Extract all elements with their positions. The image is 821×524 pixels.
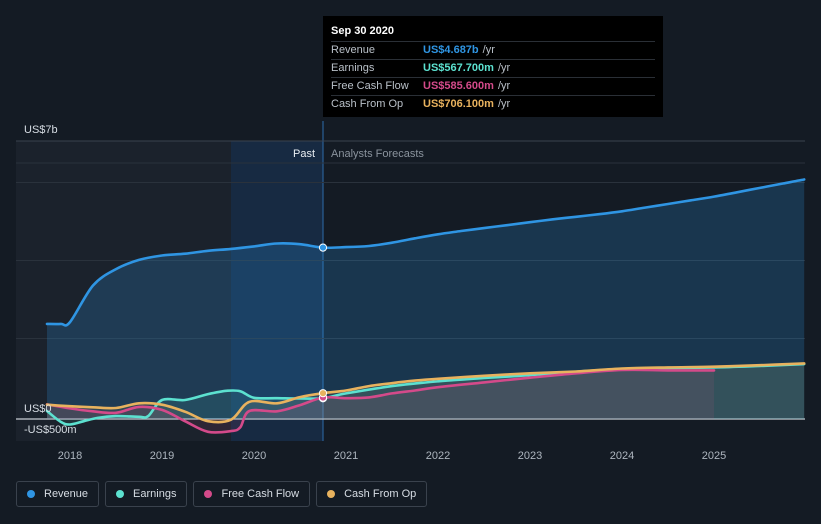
x-tick-label: 2023	[518, 450, 542, 462]
tooltip-row-free-cash-flow: Free Cash Flow US$585.600m /yr	[331, 78, 655, 96]
tooltip: Sep 30 2020 Revenue US$4.687b /yr Earnin…	[323, 16, 663, 117]
legend-item-revenue[interactable]: Revenue	[16, 481, 100, 507]
tooltip-value: US$585.600m	[423, 80, 494, 92]
tooltip-date: Sep 30 2020	[331, 24, 655, 42]
cash-from-op-area	[47, 363, 805, 423]
tooltip-value: US$706.100m	[423, 98, 494, 110]
legend: Revenue Earnings Free Cash Flow Cash Fro…	[16, 481, 428, 509]
tooltip-label: Free Cash Flow	[331, 80, 409, 92]
tooltip-row-cash-from-op: Cash From Op US$706.100m /yr	[331, 96, 655, 113]
legend-item-earnings[interactable]: Earnings	[105, 481, 188, 507]
x-tick-label: 2022	[426, 450, 450, 462]
hover-markers-layer	[318, 243, 328, 403]
x-tick-label: 2019	[150, 450, 174, 462]
x-tick-label: 2021	[334, 450, 358, 462]
legend-item-free-cash-flow[interactable]: Free Cash Flow	[193, 481, 311, 507]
x-tick-label: 2024	[610, 450, 634, 462]
legend-dot-icon	[27, 490, 35, 498]
y-tick-label: US$0	[24, 403, 52, 415]
tooltip-row-earnings: Earnings US$567.700m /yr	[331, 60, 655, 78]
x-tick-label: 2020	[242, 450, 266, 462]
x-tick-label: 2018	[58, 450, 82, 462]
legend-dot-icon	[116, 490, 125, 498]
legend-label: Revenue	[44, 488, 89, 500]
tooltip-unit: /yr	[482, 44, 495, 56]
revenue-area	[47, 179, 805, 419]
tooltip-unit: /yr	[497, 98, 511, 110]
free-cash-flow-line	[45, 368, 716, 434]
free-cash-flow-area	[47, 369, 714, 433]
legend-dot-icon	[204, 490, 213, 498]
axis-labels-layer: Past Analysts Forecasts US$7b US$0 -US$500…	[24, 124, 726, 462]
grid-layer	[16, 140, 805, 420]
tooltip-unit: /yr	[497, 80, 511, 92]
legend-dot-icon	[327, 490, 336, 498]
tooltip-value: US$4.687b	[423, 44, 479, 56]
forecast-label: Analysts Forecasts	[331, 148, 424, 160]
cash-from-op-line	[45, 362, 806, 424]
y-tick-label: US$7b	[24, 124, 58, 136]
cash-from-op-marker	[318, 389, 328, 398]
tooltip-unit: /yr	[497, 62, 511, 74]
tooltip-label: Revenue	[331, 44, 376, 56]
tooltip-label: Cash From Op	[331, 98, 404, 110]
series-lines-layer	[45, 178, 806, 434]
area-fills-layer	[47, 179, 805, 433]
legend-item-cash-from-op[interactable]: Cash From Op	[316, 481, 428, 507]
tooltip-label: Earnings	[331, 62, 375, 74]
revenue-line	[45, 178, 806, 327]
revenue-marker	[318, 243, 328, 252]
legend-label: Cash From Op	[344, 488, 417, 500]
x-tick-label: 2025	[702, 450, 726, 462]
chart-background-layer	[16, 121, 324, 441]
y-tick-label: -US$500m	[24, 424, 77, 436]
earnings-area	[47, 364, 805, 425]
past-label: Past	[293, 148, 315, 160]
tooltip-value: US$567.700m	[423, 62, 494, 74]
tooltip-row-revenue: Revenue US$4.687b /yr	[331, 42, 655, 60]
legend-label: Free Cash Flow	[221, 488, 300, 500]
legend-label: Earnings	[133, 488, 177, 500]
hover-highlight-band	[231, 141, 323, 441]
